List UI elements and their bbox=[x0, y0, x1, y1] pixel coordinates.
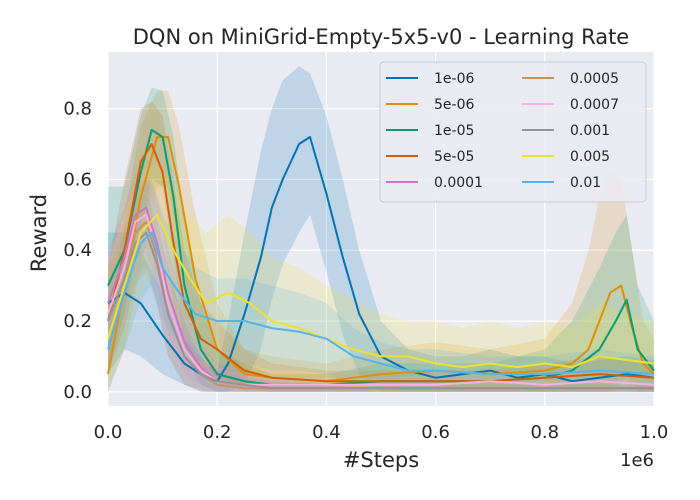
band-5e-06 bbox=[108, 90, 654, 392]
legend-label: 1e-06 bbox=[434, 71, 474, 87]
y-tick-label: 0.2 bbox=[63, 311, 92, 332]
band-0.005 bbox=[108, 161, 654, 392]
x-tick-label: 1.0 bbox=[640, 422, 669, 443]
y-tick-label: 0.0 bbox=[63, 382, 92, 403]
legend-label: 0.0005 bbox=[570, 71, 619, 87]
line-5e-05 bbox=[107, 143, 655, 383]
line-0.005 bbox=[107, 213, 655, 369]
x-tick-label: 0.2 bbox=[203, 422, 232, 443]
x-tick-label: 0.4 bbox=[312, 422, 341, 443]
line-0.001 bbox=[107, 231, 654, 390]
legend-label: 5e-05 bbox=[434, 149, 474, 165]
band-0.01 bbox=[108, 179, 654, 392]
y-tick-label: 0.4 bbox=[63, 240, 92, 261]
x-tick-label: 0.0 bbox=[94, 422, 123, 443]
legend-label: 0.01 bbox=[570, 175, 601, 191]
legend-label: 0.005 bbox=[570, 149, 610, 165]
y-axis-label: Reward bbox=[27, 194, 51, 272]
x-axis-label: #Steps bbox=[343, 448, 419, 472]
legend: 1e-06 5e-06 1e-05 5e-05 0.0001 0.0005 0.0007 0.… bbox=[379, 61, 647, 203]
legend-label: 5e-06 bbox=[434, 97, 474, 113]
legend-label: 0.0007 bbox=[570, 97, 619, 113]
x-tick-label: 0.8 bbox=[530, 422, 559, 443]
y-tick-label: 0.8 bbox=[63, 99, 92, 120]
band-5e-05 bbox=[108, 101, 654, 392]
line-5e-06 bbox=[107, 136, 655, 383]
legend-label: 0.0001 bbox=[434, 175, 483, 191]
x-tick-label: 0.6 bbox=[421, 422, 450, 443]
confidence-bands bbox=[108, 66, 654, 392]
legend-label: 0.001 bbox=[570, 123, 610, 139]
band-1e-06 bbox=[108, 66, 654, 392]
legend-label: 1e-05 bbox=[434, 123, 474, 139]
band-1e-05 bbox=[108, 87, 654, 392]
series-lines bbox=[107, 128, 655, 390]
line-1e-06 bbox=[107, 136, 655, 383]
chart-title: DQN on MiniGrid-Empty-5x5-v0 - Learning … bbox=[133, 25, 629, 49]
x-axis-ticks: 0.0 0.2 0.4 0.6 0.8 1.0 bbox=[94, 422, 669, 443]
y-tick-label: 0.6 bbox=[63, 169, 92, 190]
line-0.01 bbox=[107, 231, 655, 376]
legend-frame bbox=[379, 61, 647, 203]
y-axis-ticks: 0.0 0.2 0.4 0.6 0.8 bbox=[63, 99, 92, 403]
x-axis-scale-label: 1e6 bbox=[620, 450, 654, 471]
